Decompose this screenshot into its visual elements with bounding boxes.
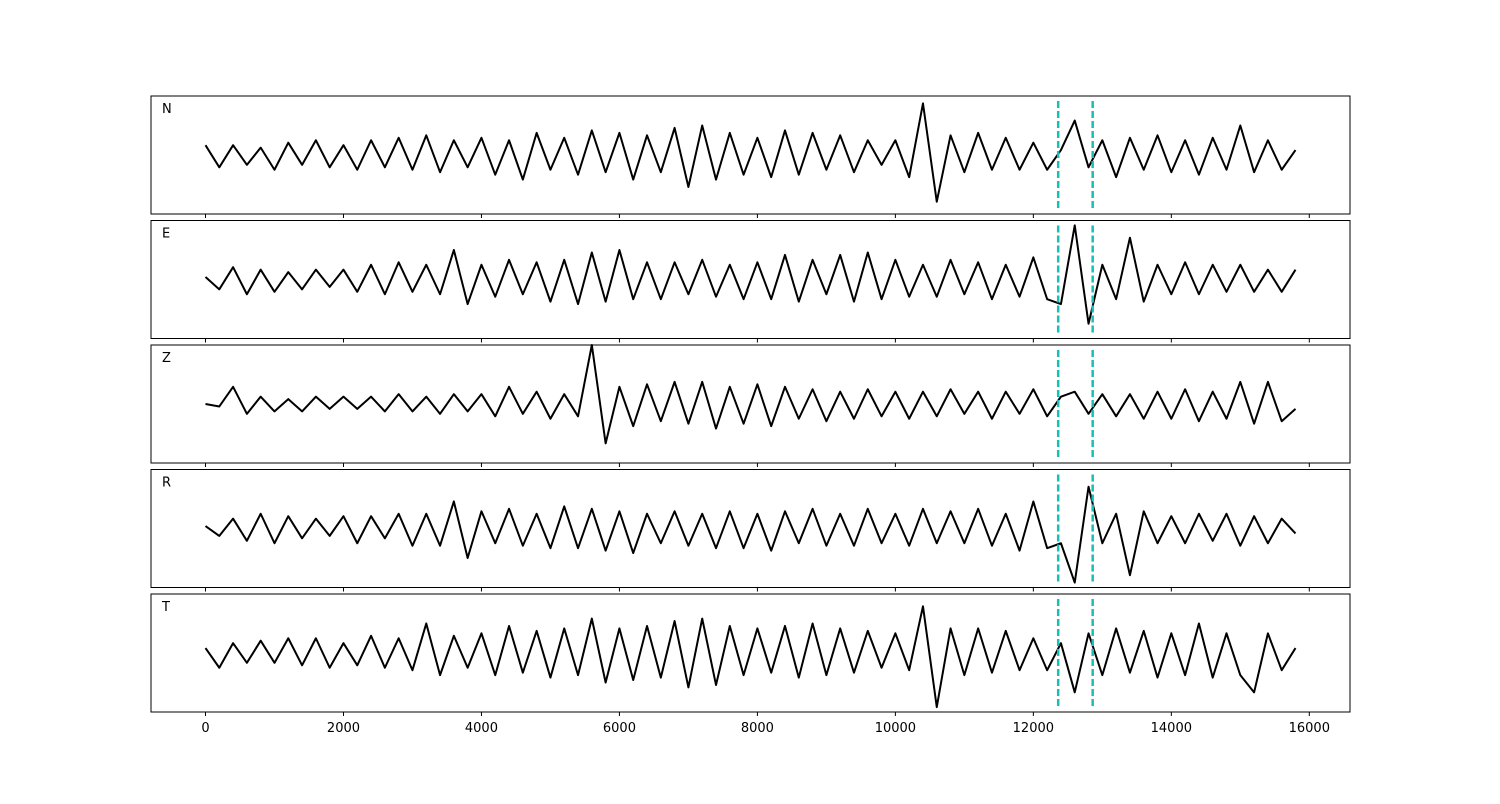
x-tick-label: 14000: [1151, 721, 1192, 736]
x-tick-label: 6000: [603, 721, 636, 736]
x-tick-label: 12000: [1013, 721, 1054, 736]
trace: [205, 344, 1297, 445]
trace: [204, 102, 1297, 203]
panel-frame: [150, 593, 1351, 713]
trace: [204, 485, 1297, 584]
trace-label: N: [162, 102, 172, 117]
x-tick-label: 8000: [741, 721, 774, 736]
trace: [204, 605, 1297, 709]
trace: [204, 224, 1297, 325]
panel-frame: [150, 95, 1351, 215]
trace-label: R: [162, 476, 171, 491]
panel-frame: [150, 220, 1351, 339]
x-tick-label: 4000: [465, 721, 498, 736]
x-tick-label: 0: [201, 721, 209, 736]
trace-label: Z: [162, 351, 171, 366]
x-tick-label: 2000: [327, 721, 360, 736]
trace-label: T: [161, 600, 170, 615]
x-tick-label: 10000: [875, 721, 916, 736]
trace-label: E: [162, 227, 170, 242]
panel-frame: [150, 469, 1351, 588]
panel-frame: [150, 344, 1351, 464]
x-tick-label: 16000: [1289, 721, 1330, 736]
